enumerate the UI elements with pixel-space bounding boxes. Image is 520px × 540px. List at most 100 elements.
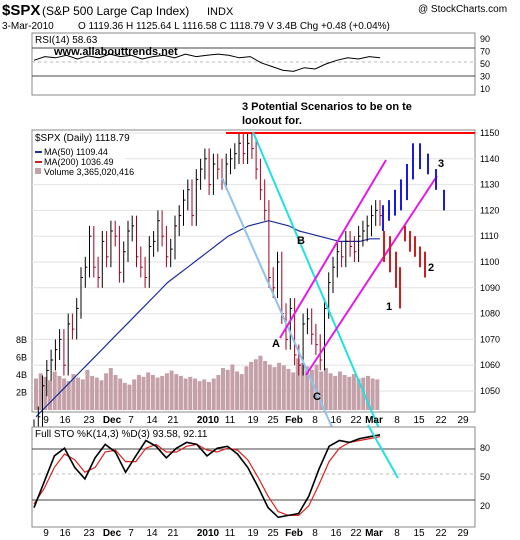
ma50-legend-label: MA(50) 1109.44 [44, 147, 108, 157]
volume-bar [309, 369, 314, 411]
volume-bar [351, 374, 356, 410]
volume-bar [52, 371, 57, 410]
volume-bar [207, 382, 211, 410]
volume-bar [146, 372, 151, 410]
volume-bar [244, 366, 249, 411]
scenario-label-1: 1 [386, 301, 392, 313]
price-tick: 1150 [480, 128, 499, 138]
x-tick-top: Mar [365, 415, 383, 426]
volume-bar [286, 368, 291, 410]
volume-bar [188, 376, 193, 411]
volume-bar [85, 369, 90, 411]
cyan-trend-line-extension [367, 424, 399, 479]
x-tick-bottom: 29 [457, 528, 469, 539]
volume-bars [34, 355, 380, 411]
volume-bar [319, 371, 324, 410]
x-tick-bottom: Dec [103, 528, 122, 539]
volume-bar [118, 378, 123, 410]
x-tick-bottom: Mar [365, 528, 383, 539]
price-tick: 1140 [480, 154, 499, 164]
x-tick-top: 11 [225, 415, 236, 426]
scenario-label-3: 3 [438, 158, 444, 170]
volume-bar [76, 377, 81, 410]
x-tick-top: 2010 [197, 415, 220, 426]
x-tick-bottom: 23 [83, 528, 95, 539]
x-tick-bottom: 9 [43, 528, 49, 539]
sto-tick: 20 [480, 501, 490, 511]
volume-bar [305, 366, 310, 411]
rsi-tick: 30 [480, 71, 490, 81]
volume-tick: 2B [16, 388, 27, 398]
volume-bar [216, 375, 221, 410]
x-tick-bottom: 8 [394, 528, 400, 539]
point-label-c: C [313, 391, 321, 403]
volume-bar [108, 368, 113, 410]
sto-label: Full STO %K(14,3) %D(3) 93.58, 92.11 [35, 429, 208, 440]
volume-tick: 4B [16, 370, 27, 380]
x-tick-top: 14 [146, 415, 158, 426]
x-tick-bottom: 8 [312, 528, 318, 539]
volume-bar [300, 362, 305, 411]
volume-bar [211, 378, 216, 410]
volume-bar [347, 376, 352, 411]
volume-bar [356, 378, 361, 410]
index-name: (S&P 500 Large Cap Index) [42, 4, 189, 18]
price-tick: 1090 [480, 283, 500, 293]
volume-bar [183, 378, 188, 410]
x-tick-top: 21 [167, 415, 179, 426]
scenario-annotation-line2: lookout for. [242, 115, 302, 127]
volume-legend-swatch [35, 168, 41, 174]
website-label: www.allabouttrends.net [53, 46, 178, 58]
point-label-a: A [272, 338, 280, 350]
volume-bar [34, 378, 38, 410]
x-tick-top: 9 [43, 415, 49, 426]
volume-bar [104, 373, 109, 411]
x-tick-bottom: 25 [267, 528, 279, 539]
x-tick-top: 29 [457, 415, 469, 426]
volume-bar [221, 368, 225, 410]
x-tick-top: Feb [285, 415, 303, 426]
x-tick-bottom: Feb [285, 528, 303, 539]
volume-tick: 8B [16, 335, 27, 345]
sto-tick: 50 [480, 472, 490, 482]
volume-bar [127, 384, 132, 410]
price-tick: 1130 [480, 180, 499, 190]
x-tick-top: 19 [247, 415, 259, 426]
x-tick-bottom: 2010 [197, 528, 220, 539]
volume-bar [267, 364, 272, 410]
price-tick: 1050 [480, 386, 500, 396]
volume-legend-label: Volume 3,365,020,416 [44, 167, 134, 177]
sto-d-line [33, 436, 381, 517]
volume-bar [99, 380, 104, 411]
volume-bar [90, 375, 95, 410]
scenario-1-bars [383, 231, 401, 309]
volume-bar [66, 381, 71, 410]
volume-bar [235, 371, 240, 410]
legend-bg [33, 131, 125, 173]
rsi-axis: 90 70 50 30 10 [480, 34, 490, 94]
rsi-label: RSI(14) 58.63 [35, 35, 98, 46]
channel-upper-line [279, 159, 387, 339]
volume-bar [80, 379, 85, 410]
channel-lower-line [305, 175, 438, 376]
x-axis: 9 9 16 16 23 23 Dec Dec 7 7 14 14 21 21 2010 2010 11 11 19… [43, 415, 469, 539]
volume-bar [366, 375, 370, 410]
volume-bar [38, 373, 43, 411]
volume-bar [272, 367, 277, 410]
volume-bar [375, 379, 380, 410]
x-tick-top: 7 [128, 415, 134, 426]
volume-bar [202, 379, 207, 410]
price-tick: 1100 [480, 257, 499, 267]
price-tick: 1060 [480, 360, 500, 370]
x-tick-bottom: 16 [59, 528, 71, 539]
price-axis: 1150 1140 1130 1120 1110 1100 1090 1080 1070 1060… [480, 128, 500, 396]
cyan-trend-line [252, 131, 401, 479]
volume-bar [136, 375, 141, 410]
rsi-tick: 70 [480, 47, 490, 57]
x-tick-top: Dec [103, 415, 122, 426]
x-tick-bottom: 14 [146, 528, 158, 539]
volume-bar [277, 362, 282, 411]
watermark: @ StockCharts.com [418, 4, 507, 15]
exchange: INDX [207, 6, 234, 18]
